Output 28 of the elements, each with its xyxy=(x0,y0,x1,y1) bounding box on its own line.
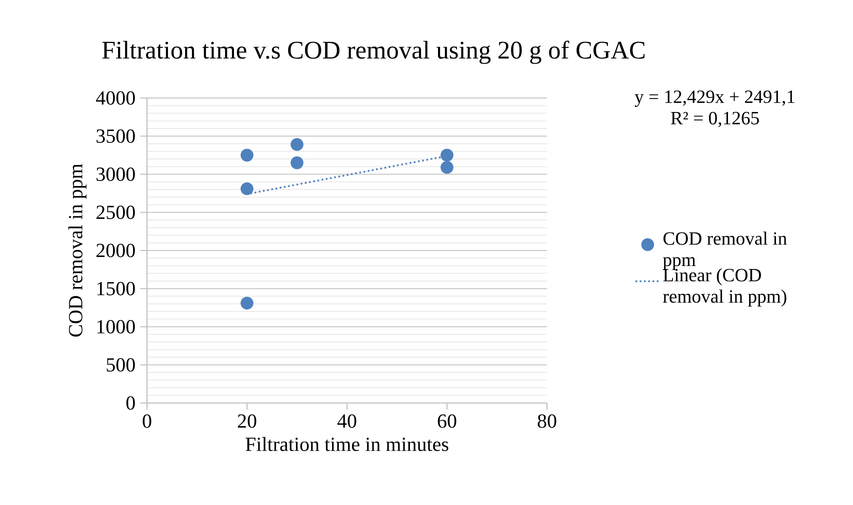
x-tick-label: 40 xyxy=(337,414,356,428)
point xyxy=(240,296,254,310)
point xyxy=(290,138,304,151)
text: R² = 0,1265 xyxy=(670,112,759,128)
point xyxy=(440,160,454,174)
point xyxy=(290,156,304,170)
chart-title: Filtration time v.s COD removal using 20 g of CGAC xyxy=(102,40,644,64)
x-tick-label: 60 xyxy=(438,414,456,428)
text: y = 12,429x + 2491,1 xyxy=(634,90,794,107)
y-tick-label: 2000 xyxy=(96,244,135,258)
y-axis-title: COD removal in ppm xyxy=(68,164,86,337)
legend-label: COD removal in ppm xyxy=(662,232,787,270)
point xyxy=(240,148,254,162)
y-tick-label: 2500 xyxy=(96,206,135,220)
legend-label: Linear (COD removal in ppm) xyxy=(663,268,786,307)
y-tick-label: 3000 xyxy=(96,167,135,181)
y-tick-label: 3500 xyxy=(96,129,135,143)
point xyxy=(240,182,254,196)
y-tick-label: 500 xyxy=(106,358,135,372)
x-tick-label: 20 xyxy=(238,414,256,428)
x-axis-title: Filtration time in minutes xyxy=(246,437,448,452)
point xyxy=(440,148,454,162)
y-tick-label: 4000 xyxy=(96,91,135,105)
y-tick-label: 1500 xyxy=(97,282,135,296)
x-tick-label: 0 xyxy=(142,414,152,428)
x-tick-label: 80 xyxy=(538,414,556,428)
y-tick-label: 0 xyxy=(126,396,135,410)
y-tick-label: 1000 xyxy=(97,320,135,334)
